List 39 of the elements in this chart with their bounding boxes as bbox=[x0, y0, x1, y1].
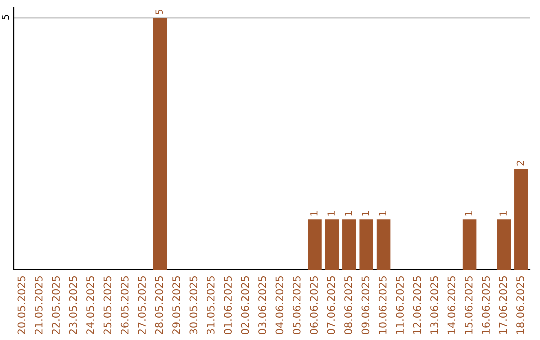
x-tick-label: 04.06.2025 bbox=[276, 276, 284, 335]
x-tick-label: 15.06.2025 bbox=[464, 276, 473, 334]
x-tick-label: 25.05.2025 bbox=[104, 276, 112, 334]
x-tick-label: 16.06.2025 bbox=[482, 276, 490, 334]
x-tick-label: 30.05.2025 bbox=[190, 276, 198, 334]
data-label: 1 bbox=[344, 212, 352, 216]
x-tick-label: 29.05.2025 bbox=[172, 276, 180, 334]
x-tick-label: 23.05.2025 bbox=[69, 276, 78, 334]
data-label: 1 bbox=[379, 212, 386, 216]
x-tick-label: 20.05.2025 bbox=[18, 276, 26, 334]
x-tick-label: 05.06.2025 bbox=[292, 276, 301, 335]
x-tick-label: 11.06.2025 bbox=[396, 276, 404, 334]
x-tick-label: 06.06.2025 bbox=[310, 276, 318, 335]
x-tick-label: 02.06.2025 bbox=[241, 276, 250, 335]
x-tick-label: 10.06.2025 bbox=[378, 276, 387, 334]
data-label: 1 bbox=[465, 212, 472, 216]
x-tick-label: 22.05.2025 bbox=[52, 276, 60, 334]
x-tick-label: 17.06.2025 bbox=[499, 276, 508, 334]
x-tick-label: 07.06.2025 bbox=[327, 276, 336, 335]
x-tick-label: 28.05.2025 bbox=[155, 276, 164, 334]
x-tick-label: 18.06.2025 bbox=[516, 276, 524, 334]
x-tick-label: 08.06.2025 bbox=[344, 276, 352, 335]
x-tick-label: 14.06.2025 bbox=[448, 276, 456, 334]
x-tick-label: 27.05.2025 bbox=[138, 276, 146, 334]
data-label: 2 bbox=[516, 161, 524, 166]
data-label: 1 bbox=[362, 212, 370, 216]
x-tick-label: 24.05.2025 bbox=[86, 276, 94, 334]
x-tick-label: 31.05.2025 bbox=[206, 276, 215, 334]
x-tick-label: 09.06.2025 bbox=[362, 276, 370, 335]
data-label: 1 bbox=[328, 212, 335, 216]
data-label: 1 bbox=[310, 212, 318, 216]
x-tick-label: 26.05.2025 bbox=[120, 276, 129, 334]
x-tick-label: 12.06.2025 bbox=[413, 276, 422, 334]
x-tick-label: 21.05.2025 bbox=[34, 276, 43, 334]
x-tick-label: 03.06.2025 bbox=[258, 276, 266, 335]
data-label: 5 bbox=[156, 10, 164, 15]
x-tick-label: 13.06.2025 bbox=[430, 276, 438, 334]
data-label: 1 bbox=[500, 212, 507, 216]
x-tick-label: 01.06.2025 bbox=[224, 276, 232, 335]
